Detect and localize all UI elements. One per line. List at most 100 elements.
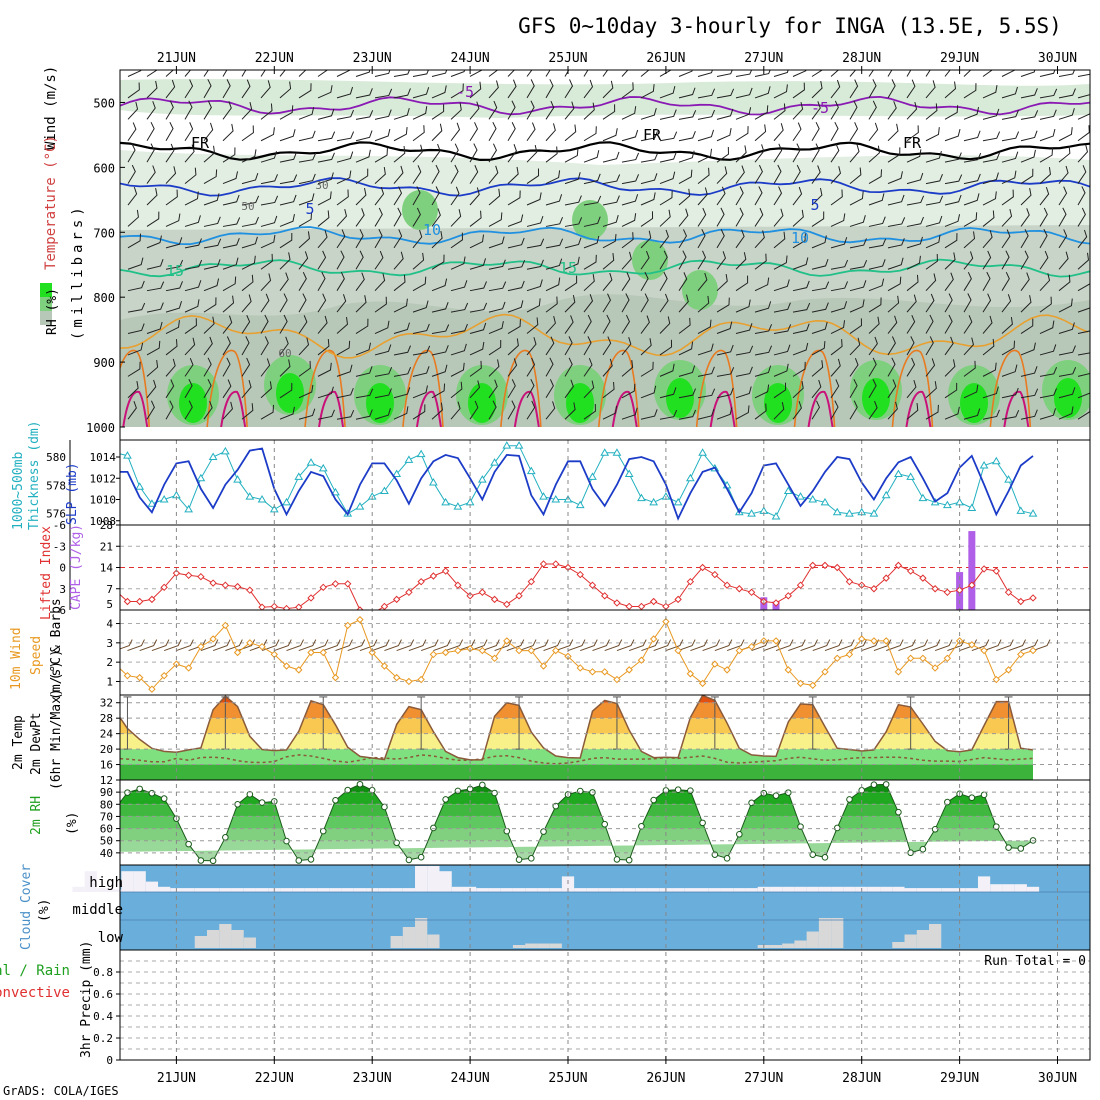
wind-barb <box>830 121 839 142</box>
rh-point <box>1017 845 1025 852</box>
wind-barb <box>241 255 256 270</box>
wind-barb <box>146 321 163 335</box>
wind-barb <box>165 358 176 377</box>
wind-speed-point <box>796 679 805 688</box>
thickness-point <box>135 482 145 490</box>
wind-barb <box>127 380 139 399</box>
wind-barb <box>716 70 734 77</box>
li-point <box>943 588 952 596</box>
wind-barb <box>507 400 516 420</box>
wind-barb <box>716 387 734 399</box>
wind-barb <box>317 230 328 249</box>
wind-barb <box>1077 276 1090 292</box>
wind-barb <box>773 123 784 142</box>
wind-speed-point <box>160 671 168 680</box>
wind-barb <box>488 379 498 399</box>
wind-barb <box>545 216 564 227</box>
high-cloud-bar <box>194 888 207 892</box>
wind-barb <box>545 100 555 120</box>
low-cloud-bar <box>904 934 917 948</box>
isotherm-label: FR <box>903 134 922 152</box>
wind-barb <box>146 281 165 292</box>
wind-barb <box>431 164 440 184</box>
rh-point <box>576 787 584 795</box>
isotherm-label: FR <box>643 126 662 144</box>
low-cloud-bar <box>206 930 220 948</box>
wind-barb <box>526 259 544 270</box>
wind-barb <box>507 358 518 377</box>
wind-barb <box>374 88 393 99</box>
wind-barb <box>488 359 500 377</box>
wind-barb <box>640 250 650 270</box>
rh-point <box>160 795 168 802</box>
wind-barb <box>469 341 485 356</box>
wind-barb <box>1001 316 1013 334</box>
wind-barb <box>640 271 649 291</box>
wind-barb <box>735 165 745 184</box>
rh-point <box>136 785 143 793</box>
surface-wind-barb <box>323 639 341 652</box>
precip-label-c: 3hr Precip (mm) <box>79 941 94 1058</box>
rh-point <box>821 854 829 861</box>
wind-barb <box>678 294 689 313</box>
thickness-point <box>147 499 157 507</box>
wind-speed-point <box>772 637 780 645</box>
date-label-bottom: 28JUN <box>842 1071 881 1086</box>
isotherm-25 <box>1003 390 1030 427</box>
wind-speed-label-a: 10m Wind <box>9 627 24 690</box>
wind-barb <box>146 359 159 377</box>
surface-wind-barb <box>225 639 243 652</box>
wind-barb <box>146 211 160 227</box>
wind-barb <box>887 70 896 77</box>
wind-barb <box>488 301 506 313</box>
wind-barb <box>317 293 327 313</box>
wind-barb <box>868 216 886 227</box>
wind-barb <box>507 379 516 399</box>
wind-barb <box>982 85 998 99</box>
high-cloud-bar <box>586 888 599 892</box>
rh-point <box>993 823 1000 830</box>
high-cloud-bar <box>977 876 991 892</box>
wind-speed-point <box>601 668 609 676</box>
thickness-point <box>686 473 695 482</box>
wind-label: Wind (m/s) <box>43 66 59 150</box>
wind-barb <box>906 379 917 399</box>
wind-barb <box>526 215 544 227</box>
low-cloud-bar <box>818 918 832 948</box>
rh-point <box>944 798 951 806</box>
wind-speed-point <box>246 639 254 647</box>
wind-speed-point <box>503 637 511 645</box>
wind-barb <box>830 100 839 120</box>
wind-barb <box>678 409 697 420</box>
wind-barb <box>526 378 535 399</box>
wind-barb <box>412 345 431 356</box>
wind-barb <box>849 400 858 420</box>
li-point <box>100 580 106 586</box>
thickness-point <box>575 500 585 509</box>
surface-wind-barb <box>837 639 855 652</box>
wind-barb <box>431 254 445 270</box>
rh2m-label-b: (%) <box>65 812 80 835</box>
wind-barb <box>792 361 806 377</box>
wind-barb <box>450 70 467 77</box>
wind-barb <box>792 381 804 399</box>
wind-barb <box>260 358 271 377</box>
wind-barb <box>355 149 371 163</box>
cloud-label-a: Cloud Cover <box>19 864 34 950</box>
wind-barb <box>659 86 676 99</box>
wind-barb <box>583 150 600 163</box>
wind-barb <box>963 384 979 399</box>
wind-barb <box>241 403 254 420</box>
thickness-point <box>808 495 818 503</box>
li-point <box>160 583 168 592</box>
wind-barb <box>754 144 765 163</box>
wind-barb <box>602 80 614 99</box>
wind-barb <box>982 409 1000 420</box>
date-label-top: 28JUN <box>842 51 881 66</box>
rh-point <box>76 849 82 855</box>
temp-band <box>120 764 1034 780</box>
li-point <box>698 563 707 572</box>
wind-barb <box>754 230 765 249</box>
wind-barb <box>1020 366 1038 377</box>
wind-barb <box>792 164 801 184</box>
